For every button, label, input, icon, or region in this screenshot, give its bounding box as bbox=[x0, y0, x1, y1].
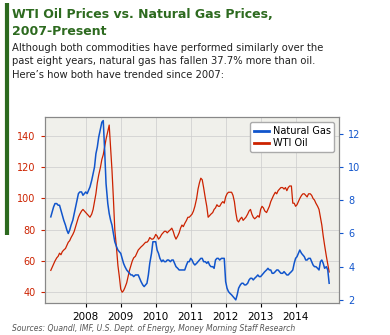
Text: WTI Oil Prices vs. Natural Gas Prices,: WTI Oil Prices vs. Natural Gas Prices, bbox=[12, 8, 273, 21]
Legend: Natural Gas, WTI Oil: Natural Gas, WTI Oil bbox=[250, 122, 335, 152]
Text: Sources: Quandl, IMF, U.S. Dept. of Energy, Money Morning Staff Research: Sources: Quandl, IMF, U.S. Dept. of Ener… bbox=[12, 324, 296, 333]
Text: Although both commodities have performed similarly over the
past eight years, na: Although both commodities have performed… bbox=[12, 43, 324, 80]
Text: 2007-Present: 2007-Present bbox=[12, 25, 107, 38]
